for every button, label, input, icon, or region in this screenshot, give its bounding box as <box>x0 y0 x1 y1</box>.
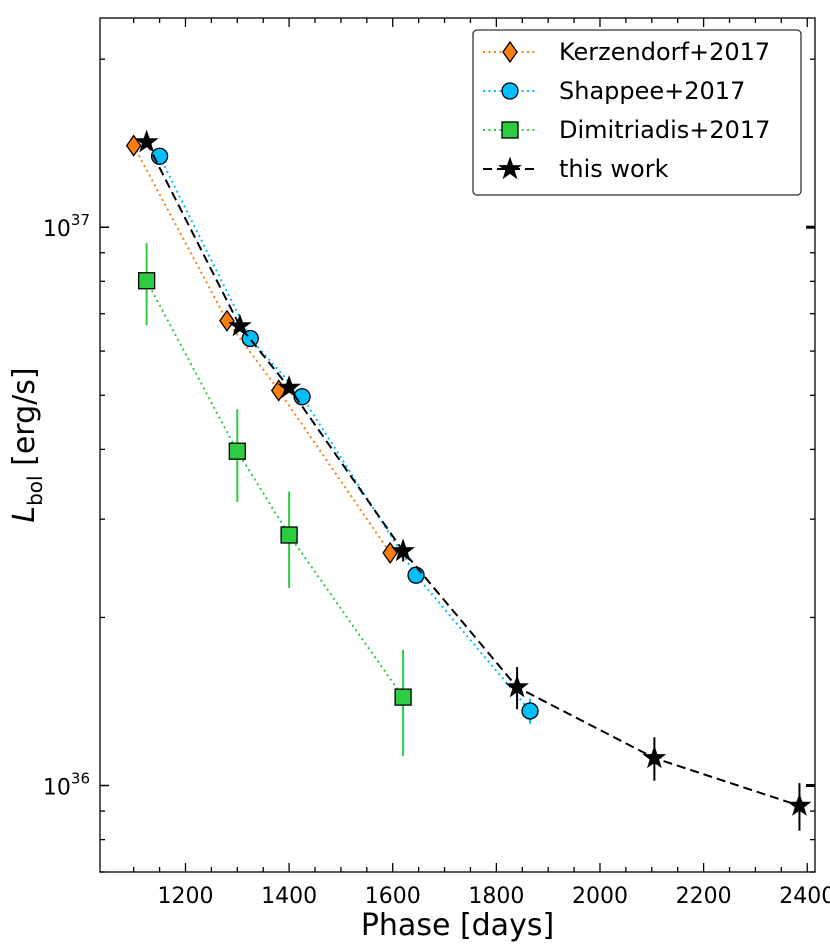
y-axis-label: Lbol [erg/s] <box>7 367 47 522</box>
y-axis-label-unit: [erg/s] <box>7 367 42 475</box>
series-line-this-work <box>145 141 800 807</box>
legend-marker <box>501 82 519 100</box>
data-point <box>125 134 142 157</box>
plot-frame <box>99 17 816 873</box>
data-point <box>280 526 298 544</box>
data-point <box>391 538 416 562</box>
series-shappee-2017 <box>150 147 539 724</box>
x-tick-label: 1200 <box>157 884 213 909</box>
x-tick-label: 1400 <box>261 884 317 909</box>
y-tick-label: 1037 <box>43 211 90 242</box>
series-line-shappee-2017 <box>158 155 531 712</box>
x-axis-label: Phase [days] <box>361 908 554 943</box>
data-point <box>505 674 529 698</box>
x-tick-label: 1800 <box>468 884 524 909</box>
series-dimitriadis-2017 <box>137 242 412 756</box>
legend: Kerzendorf+2017 Shappee+2017 Dimitriadis+2… <box>472 29 802 196</box>
legend-entry-kerzendorf-2017: Kerzendorf+2017 <box>483 38 770 66</box>
y-axis-label-base: L <box>7 506 42 523</box>
legend-marker <box>501 121 519 139</box>
data-point <box>394 688 412 706</box>
legend-entry-this-work: this work <box>483 155 669 183</box>
data-point <box>642 745 667 769</box>
data-point <box>227 313 252 337</box>
data-point <box>228 442 246 460</box>
axes: 1200 1400 1600 1800 2000 2200 2400 1036 1037 <box>43 17 830 909</box>
series-line-dimitriadis-2017 <box>145 280 404 698</box>
x-tick-label: 1600 <box>365 884 421 909</box>
series-kerzendorf-2017 <box>125 134 398 565</box>
plot-area <box>125 129 812 831</box>
x-tick-label: 2400 <box>779 884 830 909</box>
data-point <box>219 309 235 332</box>
data-point <box>407 566 425 584</box>
legend-label: this work <box>559 155 669 183</box>
series-this-work <box>134 129 812 831</box>
y-tick-label: 1036 <box>43 770 90 801</box>
y-axis-label-sub: bol <box>23 475 47 506</box>
legend-label: Kerzendorf+2017 <box>559 38 770 66</box>
legend-label: Dimitriadis+2017 <box>559 116 770 144</box>
data-point <box>277 375 302 398</box>
legend-entry-dimitriadis-2017: Dimitriadis+2017 <box>483 116 770 144</box>
legend-marker <box>502 40 518 64</box>
data-point <box>134 129 159 153</box>
series-line-kerzendorf-2017 <box>132 145 391 554</box>
x-tick-label: 2000 <box>572 884 628 909</box>
x-tick-label: 2200 <box>676 884 732 909</box>
legend-marker <box>498 156 522 180</box>
data-point <box>137 272 156 290</box>
legend-label: Shappee+2017 <box>559 77 745 105</box>
legend-border <box>472 29 802 196</box>
data-point <box>521 702 539 720</box>
legend-entry-shappee-2017: Shappee+2017 <box>483 77 745 105</box>
data-point <box>787 793 812 816</box>
